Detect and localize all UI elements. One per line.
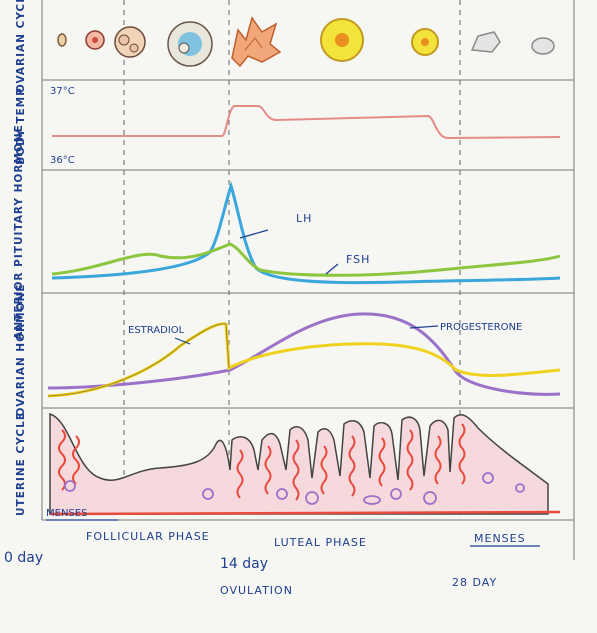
phase-labels: MENSES FOLLICULAR PHASE LUTEAL PHASE MEN… bbox=[46, 508, 540, 549]
luteal-phase-label: LUTEAL PHASE bbox=[274, 536, 367, 549]
row-label-uterine: UTERINE CYCLE bbox=[15, 412, 27, 516]
day-28-label: 28 DAY bbox=[452, 576, 497, 589]
corpus-albicans-2 bbox=[531, 37, 555, 55]
pituitary-panel: LH FSH bbox=[51, 181, 561, 285]
day-14-label: 14 day bbox=[220, 556, 268, 572]
lh-curve bbox=[51, 181, 561, 285]
estradiol-label: ESTRADIOL bbox=[128, 325, 185, 336]
basal-layer-line bbox=[49, 510, 561, 516]
follicular-phase-label: FOLLICULAR PHASE bbox=[86, 530, 210, 543]
fsh-curve bbox=[51, 242, 561, 277]
follicle-primordial bbox=[57, 33, 67, 47]
panel-grid bbox=[41, 0, 575, 560]
day-0-label: 0 day bbox=[4, 550, 43, 566]
ovarian-hormone-panel: ESTRADIOL PROGESTERONE bbox=[47, 312, 561, 398]
endometrium-lining bbox=[49, 412, 549, 515]
uterine-panel bbox=[49, 412, 561, 516]
day-labels: 0 day 14 day 28 DAY OVULATION bbox=[4, 550, 497, 597]
ovarian-follicles bbox=[57, 16, 555, 68]
row-label-body-temp: BODY TEMP bbox=[15, 87, 27, 165]
temp-curve bbox=[52, 105, 561, 140]
progesterone-curve bbox=[47, 312, 561, 396]
fsh-label: FSH bbox=[346, 253, 370, 266]
corpus-albicans-1 bbox=[470, 31, 501, 53]
row-label-ovarian-cycle: OVARIAN CYCLE bbox=[15, 0, 27, 93]
menses-start-label: MENSES bbox=[46, 508, 87, 519]
uterine-glands bbox=[64, 472, 525, 505]
row-labels: OVARIAN CYCLE BODY TEMP ANTERIOR PITUITA… bbox=[13, 0, 27, 516]
row-label-ovarian-hormone: OVARIAN HORMONE bbox=[15, 284, 27, 417]
row-label-pituitary: ANTERIOR PITUITARY HORMONE bbox=[13, 124, 25, 339]
spiral-arteries bbox=[58, 423, 466, 501]
temp-low-label: 36°C bbox=[50, 155, 75, 166]
menses-end-label: MENSES bbox=[474, 532, 526, 545]
ovulation-label: OVULATION bbox=[220, 584, 293, 597]
ruptured-follicle bbox=[231, 16, 282, 68]
temp-high-label: 37°C bbox=[50, 86, 75, 97]
progesterone-label: PROGESTERONE bbox=[440, 322, 522, 333]
lh-label: LH bbox=[296, 212, 312, 225]
body-temp-panel: 37°C 36°C bbox=[50, 86, 561, 166]
